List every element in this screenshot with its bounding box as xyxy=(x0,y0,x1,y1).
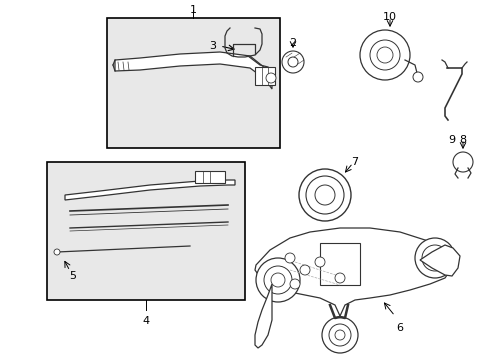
Text: 7: 7 xyxy=(351,157,358,167)
Polygon shape xyxy=(254,284,271,348)
Text: 9: 9 xyxy=(447,135,455,145)
Circle shape xyxy=(265,73,275,83)
Circle shape xyxy=(314,257,325,267)
Circle shape xyxy=(334,273,345,283)
Text: 3: 3 xyxy=(209,41,216,51)
Text: 4: 4 xyxy=(142,316,149,326)
Circle shape xyxy=(376,47,392,63)
Circle shape xyxy=(428,252,440,264)
Circle shape xyxy=(256,258,299,302)
Circle shape xyxy=(414,238,454,278)
Text: 2: 2 xyxy=(289,38,296,48)
Text: 1: 1 xyxy=(189,5,196,15)
Text: 6: 6 xyxy=(396,323,403,333)
Bar xyxy=(254,67,274,85)
Text: 5: 5 xyxy=(69,271,76,281)
Circle shape xyxy=(270,273,285,287)
Circle shape xyxy=(359,30,409,80)
Circle shape xyxy=(328,324,350,346)
Circle shape xyxy=(314,185,334,205)
Polygon shape xyxy=(115,52,271,89)
Circle shape xyxy=(264,266,291,294)
Circle shape xyxy=(369,40,399,70)
Circle shape xyxy=(287,57,297,67)
Circle shape xyxy=(305,176,343,214)
Bar xyxy=(47,162,244,300)
Polygon shape xyxy=(65,180,235,200)
Circle shape xyxy=(334,330,345,340)
Polygon shape xyxy=(419,245,459,276)
Text: 10: 10 xyxy=(382,12,396,22)
Bar xyxy=(107,18,280,148)
Bar xyxy=(195,171,224,183)
Circle shape xyxy=(452,152,472,172)
Circle shape xyxy=(282,51,304,73)
Circle shape xyxy=(412,72,422,82)
Circle shape xyxy=(285,253,294,263)
Polygon shape xyxy=(254,228,451,316)
Circle shape xyxy=(298,169,350,221)
Text: 8: 8 xyxy=(459,135,466,145)
Bar xyxy=(319,243,359,285)
Circle shape xyxy=(421,245,447,271)
Circle shape xyxy=(321,317,357,353)
Circle shape xyxy=(299,265,309,275)
Circle shape xyxy=(289,279,299,289)
Circle shape xyxy=(54,249,60,255)
